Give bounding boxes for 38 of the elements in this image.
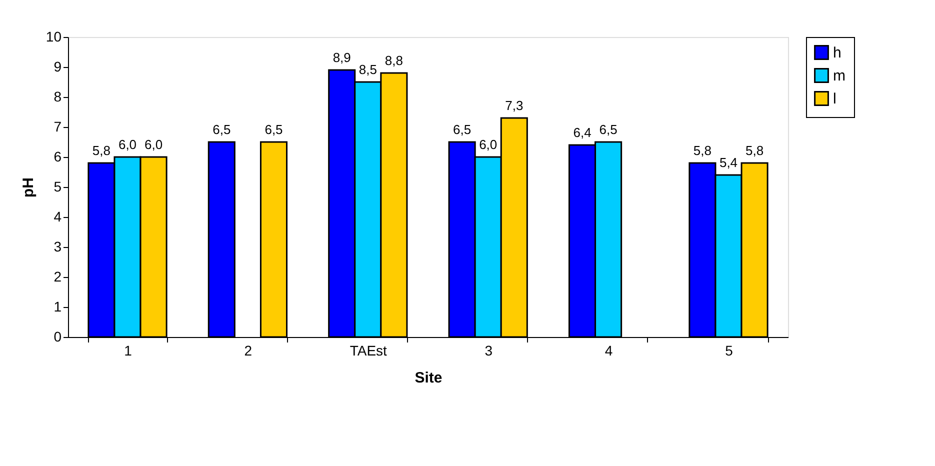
x-tick-label: 1 bbox=[124, 342, 132, 358]
y-tick-label: 9 bbox=[54, 58, 62, 74]
data-label: 5,8 bbox=[746, 143, 764, 158]
y-tick-label: 2 bbox=[54, 268, 62, 284]
x-tick-label: 5 bbox=[725, 342, 734, 358]
x-tick-label: 3 bbox=[484, 342, 493, 358]
data-label: 5,8 bbox=[92, 143, 110, 158]
data-label: 8,9 bbox=[332, 50, 351, 65]
x-tick-label: TAEst bbox=[350, 342, 388, 358]
data-label: 6,0 bbox=[479, 137, 498, 152]
y-tick-label: 3 bbox=[54, 238, 62, 254]
x-tick-label: 2 bbox=[244, 342, 252, 358]
y-tick-label: 6 bbox=[54, 148, 62, 164]
legend-label: l bbox=[833, 90, 836, 108]
data-label: 6,5 bbox=[264, 122, 283, 137]
data-label: 6,5 bbox=[453, 122, 472, 137]
data-label: 6,0 bbox=[118, 137, 137, 152]
y-axis-title: pH bbox=[20, 178, 37, 198]
data-label: 6,5 bbox=[599, 122, 618, 137]
data-label: 6,5 bbox=[212, 122, 231, 137]
data-label: 8,8 bbox=[384, 53, 403, 68]
y-tick-label: 5 bbox=[54, 178, 62, 194]
data-label: 6,0 bbox=[144, 137, 163, 152]
y-tick-label: 7 bbox=[54, 118, 62, 134]
data-label: 7,3 bbox=[505, 98, 524, 113]
data-label: 6,4 bbox=[573, 125, 592, 140]
x-tick-label: 4 bbox=[604, 342, 613, 358]
y-tick-label: 4 bbox=[54, 208, 62, 224]
data-label: 8,5 bbox=[358, 62, 377, 77]
y-tick-label: 0 bbox=[54, 328, 62, 344]
x-axis-title: Site bbox=[414, 370, 442, 386]
y-tick-label: 8 bbox=[54, 88, 62, 104]
data-label: 5,4 bbox=[719, 155, 738, 170]
legend-label: h bbox=[833, 44, 842, 62]
y-tick-label: 10 bbox=[46, 28, 62, 44]
y-tick-label: 1 bbox=[54, 298, 62, 314]
data-label: 5,8 bbox=[693, 143, 712, 158]
legend-label: m bbox=[833, 68, 846, 84]
